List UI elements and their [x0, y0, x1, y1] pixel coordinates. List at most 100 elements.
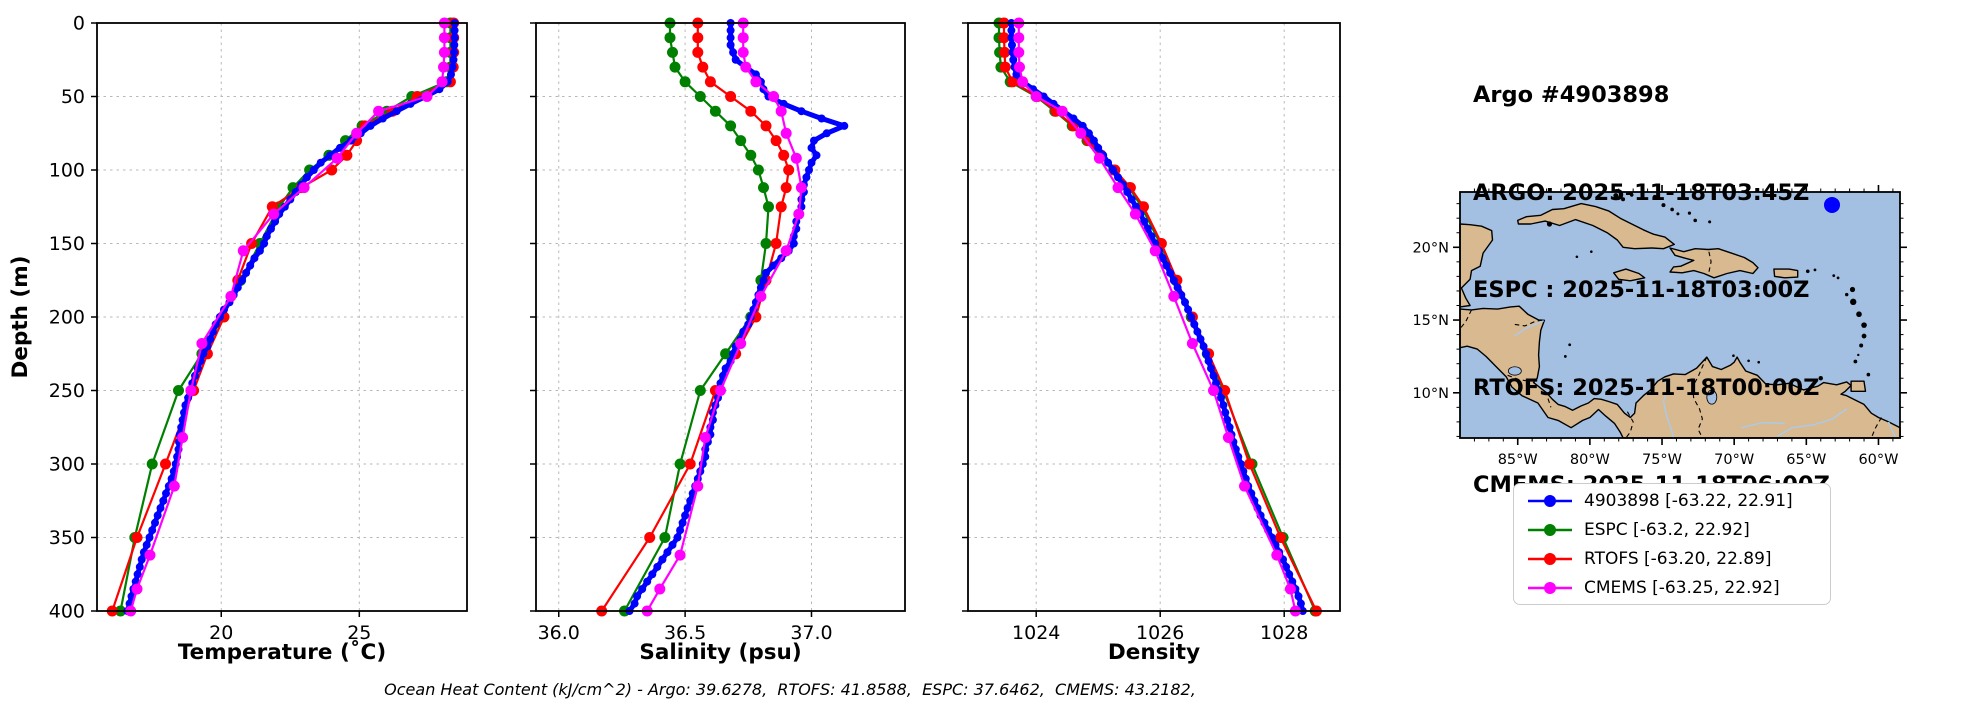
map-land — [1850, 380, 1867, 392]
map-lon-label: 85°W — [1498, 452, 1538, 468]
map-land — [1773, 268, 1799, 279]
map-land — [1459, 305, 1901, 439]
map-island — [1866, 372, 1871, 377]
svg-text:400: 400 — [49, 601, 85, 623]
map-island — [1613, 193, 1619, 199]
legend-label: 4903898 [-63.22, 22.91] — [1584, 490, 1793, 511]
svg-text:100: 100 — [49, 160, 85, 182]
map-river — [1777, 408, 1848, 437]
svg-text:50: 50 — [61, 86, 85, 108]
map-island — [1836, 276, 1840, 280]
legend: 4903898 [-63.22, 22.91] ESPC [-63.2, 22.… — [1513, 483, 1831, 605]
map-country-border — [1507, 374, 1537, 382]
svg-text:20: 20 — [209, 622, 233, 644]
legend-item-rtofs: RTOFS [-63.20, 22.89] — [1526, 544, 1830, 573]
map-island — [1693, 218, 1698, 223]
map-island — [1621, 197, 1626, 202]
map-island — [1629, 193, 1634, 197]
svg-text:36.5: 36.5 — [664, 622, 706, 644]
svg-text:1024: 1024 — [1012, 622, 1060, 644]
map-island — [1546, 221, 1553, 227]
map-lake — [1706, 389, 1718, 405]
svg-text:150: 150 — [49, 233, 85, 255]
map-land — [1517, 202, 1675, 250]
map-island — [1859, 343, 1864, 348]
legend-line-marker-icon — [1528, 581, 1572, 594]
panel-density: 1024 1026 1028 Density — [962, 17, 1341, 665]
map-island — [1568, 343, 1572, 347]
panel-temperature: 20 25050100150200250300350400Temperature … — [49, 13, 468, 665]
map-country-border — [1514, 319, 1543, 327]
legend-item-argo: 4903898 [-63.22, 22.91] — [1526, 486, 1830, 515]
map-land — [1613, 268, 1646, 282]
legend-label: CMEMS [-63.25, 22.92] — [1584, 577, 1780, 598]
legend-line-marker-icon — [1528, 552, 1572, 565]
map-island — [1732, 354, 1735, 357]
map-river — [1662, 378, 1675, 439]
legend-item-espc: ESPC [-63.2, 22.92] — [1526, 515, 1830, 544]
svg-text:0: 0 — [73, 13, 85, 35]
svg-text:36.0: 36.0 — [538, 622, 580, 644]
map-island — [1575, 255, 1579, 259]
figure-title: Argo #4903898 — [1473, 82, 1670, 108]
svg-text:1028: 1028 — [1260, 622, 1308, 644]
svg-text:37.0: 37.0 — [790, 622, 832, 644]
depth-axis-label: Depth (m) — [8, 256, 33, 379]
legend-label: ESPC [-63.2, 22.92] — [1584, 519, 1750, 540]
map-lon-label: 80°W — [1570, 452, 1610, 468]
map-island — [1747, 359, 1750, 363]
density-axis-label: Density — [1108, 640, 1200, 665]
map-island — [1687, 211, 1692, 215]
map-island — [1861, 322, 1867, 328]
map-river — [1887, 421, 1897, 439]
float-position-marker — [1824, 196, 1841, 213]
map-island — [1832, 274, 1836, 278]
map-island — [1853, 359, 1858, 364]
map-ticks: 85°W 80°W 75°W 70°W 65°W 60°W 20°N 15°N 10°N — [1412, 185, 1907, 468]
map-island — [1652, 194, 1658, 200]
map-country-border — [1870, 417, 1882, 439]
map-lon-label: 70°W — [1714, 452, 1754, 468]
map-lon-label: 75°W — [1642, 452, 1682, 468]
argo-timestamp: ARGO: 2025-11-18T03:45Z — [1473, 179, 1810, 206]
legend-label: RTOFS [-63.20, 22.89] — [1584, 548, 1772, 569]
map-country-border — [1691, 356, 1708, 439]
map-island — [1818, 376, 1823, 381]
map-graphic — [1459, 191, 1901, 439]
svg-text:250: 250 — [49, 380, 85, 402]
map-country-border — [1459, 309, 1472, 330]
map-lat-label: 20°N — [1412, 240, 1449, 256]
map-country-border — [1708, 251, 1712, 273]
map-island — [1845, 292, 1849, 297]
svg-text:200: 200 — [49, 307, 85, 329]
map-island — [1850, 298, 1857, 306]
svg-text:1026: 1026 — [1136, 622, 1184, 644]
salinity-axis-label: Salinity (psu) — [639, 640, 801, 665]
map-lake — [1507, 366, 1522, 376]
map-island — [1805, 269, 1810, 274]
map-river — [1514, 320, 1544, 337]
map-island — [1757, 360, 1761, 364]
map-island — [1590, 250, 1593, 253]
legend-line-marker-icon — [1528, 523, 1572, 536]
temperature-axis-label: Temperature (˚C) — [178, 640, 386, 665]
caribbean-map: 85°W 80°W 75°W 70°W 65°W 60°W 20°N 15°N 10°N — [1412, 185, 1907, 468]
legend-item-cmems: CMEMS [-63.25, 22.92] — [1526, 573, 1830, 602]
map-island — [1861, 333, 1867, 339]
map-island — [1563, 355, 1567, 358]
map-island — [1856, 311, 1862, 318]
map-island — [1813, 268, 1817, 272]
map-lon-label: 65°W — [1786, 452, 1826, 468]
map-island — [1708, 220, 1712, 224]
map-land — [1459, 223, 1494, 308]
map-lon-label: 60°W — [1858, 452, 1898, 468]
svg-text:350: 350 — [49, 527, 85, 549]
map-river — [1741, 421, 1785, 429]
map-island — [1849, 286, 1856, 293]
map-country-border — [1625, 411, 1634, 439]
map-lat-label: 10°N — [1412, 386, 1449, 402]
rtofs-timestamp: RTOFS: 2025-11-18T00:00Z — [1473, 374, 1820, 401]
